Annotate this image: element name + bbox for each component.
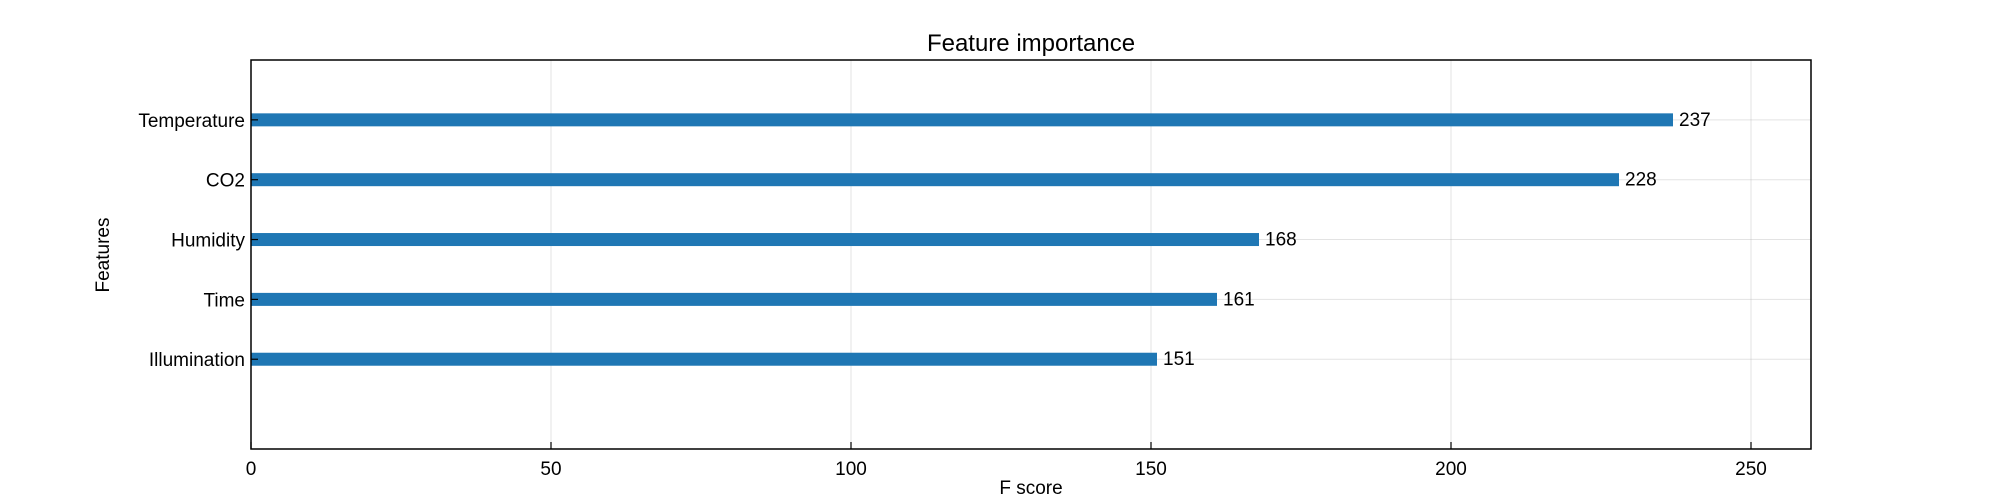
y-tick-label: CO2 bbox=[206, 171, 245, 192]
bar-value-label: 237 bbox=[1679, 110, 1711, 131]
x-tick-label: 200 bbox=[1435, 459, 1467, 480]
bar-value-label: 228 bbox=[1625, 170, 1657, 191]
plot-area-frame bbox=[250, 59, 1812, 450]
x-tick-label: 0 bbox=[246, 459, 257, 480]
chart-title: Feature importance bbox=[927, 30, 1135, 57]
y-tick-label: Humidity bbox=[171, 231, 245, 252]
y-tick-label: Temperature bbox=[138, 111, 245, 132]
bar-value-label: 151 bbox=[1163, 349, 1195, 370]
bar bbox=[251, 352, 1157, 366]
bar-value-label: 161 bbox=[1223, 289, 1255, 310]
bar bbox=[251, 233, 1259, 247]
bar bbox=[251, 292, 1217, 306]
bar-value-label: 168 bbox=[1265, 230, 1297, 251]
bar bbox=[251, 173, 1619, 187]
y-tick-label: Illumination bbox=[149, 350, 245, 371]
bar bbox=[251, 113, 1673, 127]
data-labels-layer: 237 228 168 161 151 bbox=[1163, 110, 1711, 370]
x-tick-label: 100 bbox=[835, 459, 867, 480]
bars-layer bbox=[251, 113, 1673, 366]
x-tick-label: 150 bbox=[1135, 459, 1167, 480]
ticks-layer: 0 50 100 150 200 250 Temperature CO2 Humidity Tim… bbox=[138, 111, 1767, 480]
y-axis-label: Features bbox=[93, 218, 114, 293]
x-tick-label: 250 bbox=[1735, 459, 1767, 480]
y-tick-label: Time bbox=[203, 290, 245, 311]
x-axis-label: F score bbox=[999, 478, 1062, 499]
x-tick-label: 50 bbox=[540, 459, 561, 480]
